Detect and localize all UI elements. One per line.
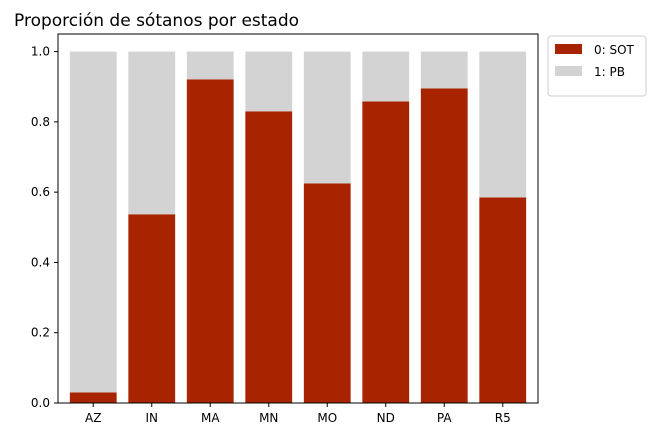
y-tick-label: 0.0 bbox=[31, 396, 50, 410]
bar-r5-series-1 bbox=[479, 51, 527, 198]
chart-title: Proporción de sótanos por estado bbox=[14, 11, 299, 31]
x-tick-label: PA bbox=[437, 411, 452, 425]
legend: 0: SOT 1: PB bbox=[547, 35, 647, 97]
legend-label: 0: SOT bbox=[594, 43, 635, 57]
bar-in-series-0 bbox=[128, 214, 176, 403]
bar-pa-series-0 bbox=[420, 88, 468, 403]
x-tick-label: MN bbox=[259, 411, 278, 425]
bar-pa-series-1 bbox=[420, 51, 468, 89]
legend-items: 0: SOT 1: PB bbox=[555, 43, 635, 79]
bar-in-series-1 bbox=[128, 51, 176, 215]
axes-layer: 0.0 0.2 0.4 0.6 0.8 1.0 AZ IN MA MN MO ND PA R5 bbox=[31, 33, 539, 425]
legend-swatch bbox=[555, 66, 582, 76]
bar-r5-series-0 bbox=[479, 197, 527, 403]
bar-mn-series-0 bbox=[245, 111, 293, 403]
x-tick-label: IN bbox=[145, 411, 158, 425]
x-tick-label: MA bbox=[201, 411, 220, 425]
x-tick-label: ND bbox=[377, 411, 395, 425]
y-tick-label: 1.0 bbox=[31, 45, 50, 59]
plot-frame bbox=[57, 33, 539, 404]
x-tick-label: MO bbox=[317, 411, 337, 425]
x-tick-label: AZ bbox=[85, 411, 101, 425]
legend-label: 1: PB bbox=[594, 65, 625, 79]
y-tick-label: 0.4 bbox=[31, 255, 50, 269]
bar-mo-series-0 bbox=[303, 183, 351, 403]
x-tick-label: R5 bbox=[495, 411, 511, 425]
bar-ma-series-0 bbox=[186, 79, 234, 403]
bar-nd-series-0 bbox=[362, 101, 410, 403]
bar-mo-series-1 bbox=[303, 51, 351, 184]
y-tick-label: 0.6 bbox=[31, 185, 50, 199]
bar-az-series-0 bbox=[69, 392, 117, 403]
bar-nd-series-1 bbox=[362, 51, 410, 102]
bars-layer bbox=[69, 51, 527, 403]
bar-ma-series-1 bbox=[186, 51, 234, 80]
y-tick-label: 0.8 bbox=[31, 115, 50, 129]
legend-swatch bbox=[555, 44, 582, 54]
y-tick-label: 0.2 bbox=[31, 326, 50, 340]
bar-mn-series-1 bbox=[245, 51, 293, 112]
bar-az-series-1 bbox=[69, 51, 117, 393]
